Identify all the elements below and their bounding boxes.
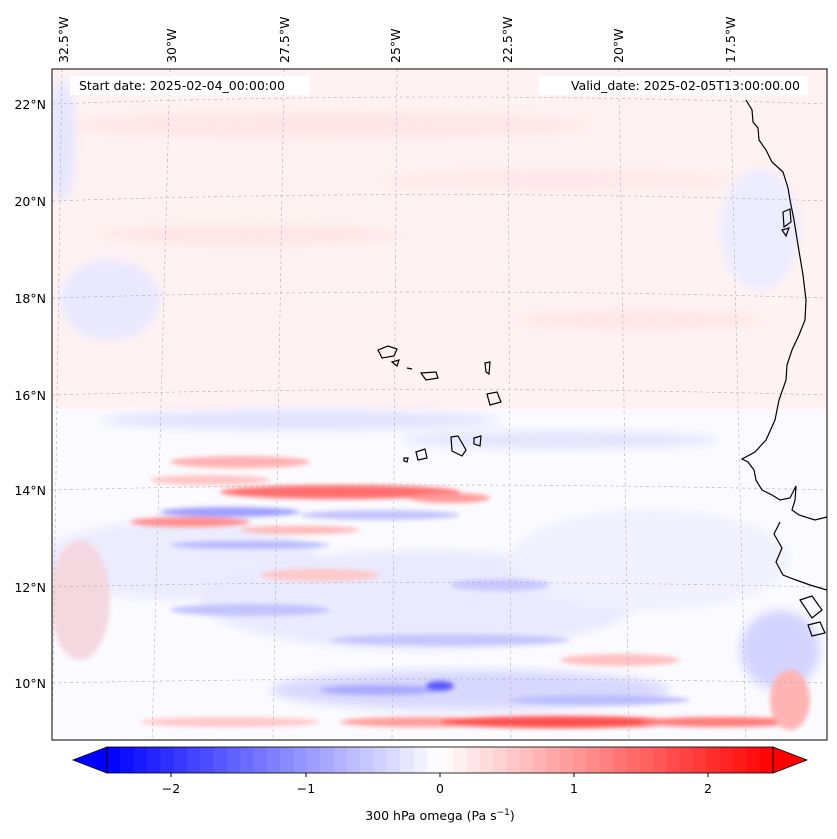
colorbar-cell bbox=[253, 747, 268, 773]
lon-label: 25°W bbox=[388, 28, 403, 63]
lat-label: 22°N bbox=[14, 97, 46, 112]
colorbar-cell bbox=[346, 747, 361, 773]
colorbar-cell bbox=[400, 747, 414, 773]
lon-label: 32.5°W bbox=[56, 17, 71, 63]
colorbar-tick-label: −1 bbox=[297, 781, 315, 796]
colorbar-cell bbox=[213, 747, 228, 773]
colorbar-tick-label: 2 bbox=[704, 781, 712, 796]
colorbar-cell bbox=[160, 747, 175, 773]
colorbar-cell bbox=[266, 747, 281, 773]
graticule bbox=[52, 69, 827, 740]
colorbar-cell bbox=[440, 747, 454, 773]
colorbar-cell bbox=[306, 747, 321, 773]
island-santo-antao bbox=[377, 345, 398, 359]
colorbar-tick-label: −2 bbox=[162, 781, 180, 796]
colorbar: −2 −1 0 1 2 300 hPa omega (Pa s−1) bbox=[71, 746, 809, 823]
start-date-box bbox=[70, 76, 310, 95]
map-frame bbox=[51, 68, 828, 741]
lat-label: 16°N bbox=[14, 388, 46, 403]
colorbar-cell bbox=[280, 747, 295, 773]
colorbar-tick-label: 0 bbox=[436, 781, 444, 796]
colorbar-cell bbox=[186, 747, 201, 773]
colorbar-cell bbox=[719, 747, 734, 773]
colorbar-cell bbox=[746, 747, 761, 773]
colorbar-cell bbox=[573, 747, 588, 773]
colorbar-cell bbox=[226, 747, 241, 773]
omega-field bbox=[52, 69, 827, 730]
colorbar-cell bbox=[733, 747, 747, 773]
colorbar-cells bbox=[107, 747, 774, 773]
colorbar-cell bbox=[200, 747, 215, 773]
colorbar-cell bbox=[426, 747, 441, 773]
colorbar-cell bbox=[360, 747, 374, 773]
colorbar-cell bbox=[373, 747, 388, 773]
colorbar-cell bbox=[333, 747, 348, 773]
map-panel: Start date: 2025-02-04_00:00:00 Valid_da… bbox=[51, 68, 828, 741]
colorbar-cell bbox=[240, 747, 255, 773]
colorbar-max-extend bbox=[772, 746, 809, 774]
colorbar-cell bbox=[519, 747, 534, 773]
colorbar-cell bbox=[320, 747, 335, 773]
colorbar-min-extend bbox=[71, 746, 108, 774]
lat-label: 18°N bbox=[14, 291, 46, 306]
colorbar-cell bbox=[546, 747, 561, 773]
coastline bbox=[377, 99, 827, 637]
colorbar-cell bbox=[533, 747, 548, 773]
colorbar-cell bbox=[493, 747, 508, 773]
colorbar-cell bbox=[586, 747, 601, 773]
latitude-labels: 22°N 20°N 18°N 16°N 14°N 12°N 10°N bbox=[14, 97, 46, 691]
colorbar-cell bbox=[626, 747, 641, 773]
colorbar-tick-label: 1 bbox=[570, 781, 578, 796]
colorbar-cell bbox=[146, 747, 161, 773]
lat-label: 14°N bbox=[14, 483, 46, 498]
lat-label: 20°N bbox=[14, 194, 46, 209]
lat-label: 12°N bbox=[14, 580, 46, 595]
colorbar-cell bbox=[413, 747, 428, 773]
colorbar-cell bbox=[613, 747, 628, 773]
colorbar-title: 300 hPa omega (Pa s−1) bbox=[365, 808, 515, 823]
lon-label: 22.5°W bbox=[500, 17, 515, 63]
colorbar-cell bbox=[479, 747, 494, 773]
colorbar-cell bbox=[506, 747, 521, 773]
colorbar-cell bbox=[133, 747, 148, 773]
colorbar-ticks bbox=[170, 773, 709, 777]
lon-label: 30°W bbox=[164, 28, 179, 63]
colorbar-cell bbox=[453, 747, 468, 773]
colorbar-cell bbox=[639, 747, 654, 773]
colorbar-cell bbox=[559, 747, 574, 773]
colorbar-cell bbox=[706, 747, 721, 773]
colorbar-cell bbox=[107, 747, 121, 773]
valid-date-label: Valid_date: 2025-02-05T13:00:00.00 bbox=[571, 78, 800, 93]
valid-date-box bbox=[538, 76, 808, 95]
colorbar-cell bbox=[679, 747, 694, 773]
colorbar-cell bbox=[173, 747, 188, 773]
lon-label: 27.5°W bbox=[277, 17, 292, 63]
colorbar-cell bbox=[293, 747, 308, 773]
lon-label: 20°W bbox=[611, 28, 626, 63]
longitude-labels: 32.5°W 30°W 27.5°W 25°W 22.5°W 20°W 17.5… bbox=[56, 17, 738, 63]
lat-label: 10°N bbox=[14, 676, 46, 691]
colorbar-cell bbox=[599, 747, 614, 773]
colorbar-cell bbox=[120, 747, 135, 773]
african-coastline bbox=[740, 99, 827, 521]
colorbar-cell bbox=[653, 747, 668, 773]
colorbar-cell bbox=[386, 747, 401, 773]
colorbar-cell bbox=[759, 747, 774, 773]
start-date-label: Start date: 2025-02-04_00:00:00 bbox=[79, 78, 285, 93]
lon-label: 17.5°W bbox=[723, 17, 738, 63]
colorbar-cell bbox=[693, 747, 707, 773]
colorbar-cell bbox=[466, 747, 481, 773]
colorbar-cell bbox=[666, 747, 681, 773]
